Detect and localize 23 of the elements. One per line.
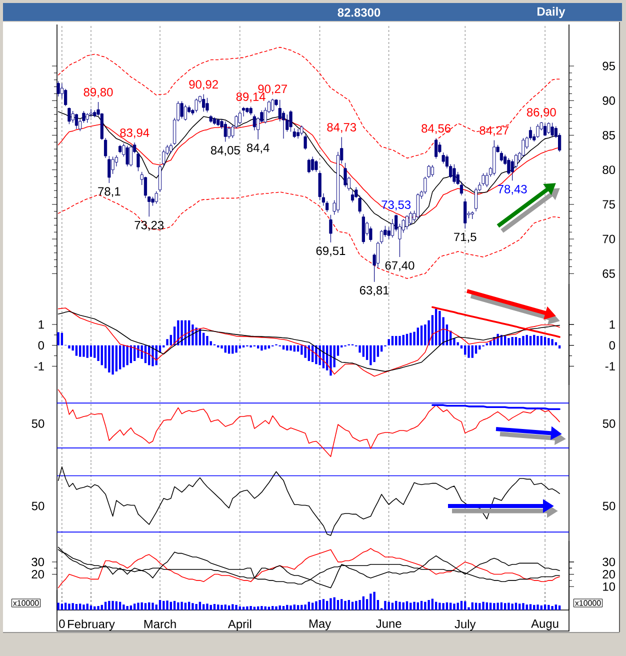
y-tick-label: 95 <box>602 62 615 70</box>
y-tick-label: 0 <box>609 341 616 350</box>
y-tick-label: 80 <box>602 166 616 174</box>
y2-tick-label: 10 <box>603 582 616 591</box>
y-tick-label: -1 <box>605 362 615 370</box>
x-tick-label: June <box>376 620 402 628</box>
x-tick-label: February <box>68 620 115 631</box>
y-tick-label: 85 <box>602 130 615 140</box>
text: 50 <box>32 419 44 428</box>
x-tick-label: May <box>310 620 332 630</box>
y-tick-label: 1 <box>610 320 615 329</box>
x-tick-label: Augu <box>531 620 558 630</box>
x-tick-label: April <box>228 620 252 631</box>
text: 50 <box>602 419 616 428</box>
y-tick-label: 70 <box>602 234 616 244</box>
text: 50 <box>32 502 44 510</box>
text: 50 <box>602 502 616 510</box>
y-tick-label: 90 <box>602 96 616 105</box>
y-tick-label: 75 <box>602 200 615 209</box>
x-tick-label: 0 <box>59 620 65 628</box>
x-tick-label: March <box>144 620 176 628</box>
y-tick-label: 65 <box>602 269 615 278</box>
x-tick-label: July <box>454 620 476 631</box>
